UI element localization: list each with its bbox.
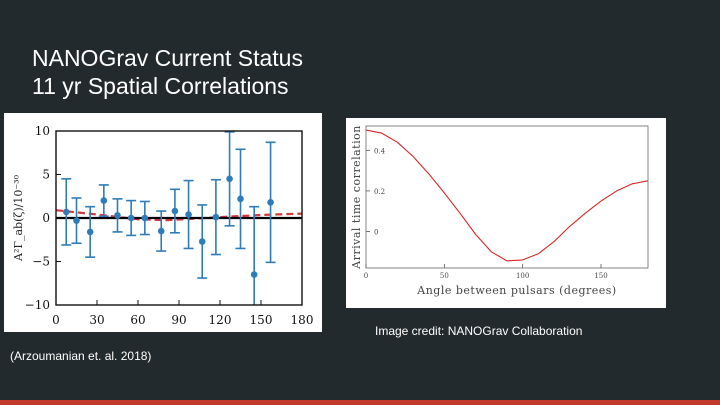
x-tick-label: 150: [250, 313, 273, 327]
hellings-downs-panel: Arrival time correlation Angle between pu…: [346, 118, 666, 308]
image-credit: Image credit: NANOGrav Collaboration: [375, 324, 583, 338]
y-tick-label: −10: [25, 298, 50, 312]
data-point: [127, 214, 135, 222]
slide-title-line-2: 11 yr Spatial Correlations: [32, 73, 289, 99]
y-axis-label: A²Γ_ab(ζ)/10⁻³⁰: [12, 174, 25, 262]
model-curve-dashed: [56, 209, 302, 222]
y-tick-label: 0: [42, 211, 50, 225]
x-tick-label: 180: [291, 313, 314, 327]
x-tick-label: 100: [516, 272, 529, 280]
y-axis-label: Arrival time correlation: [350, 125, 363, 270]
data-point: [226, 175, 233, 183]
y-tick-label: 0.4: [374, 147, 386, 155]
citation: (Arzoumanian et. al. 2018): [10, 349, 152, 363]
data-point: [237, 195, 244, 203]
data-point: [157, 227, 165, 235]
data-point: [198, 238, 206, 245]
data-point: [171, 207, 179, 215]
y-tick-label: 10: [35, 124, 50, 138]
x-axis-label: Angle between pulsars (degrees): [416, 284, 616, 297]
data-point: [100, 197, 108, 204]
x-tick-label: 0: [364, 272, 368, 280]
x-tick-label: 0: [52, 313, 60, 327]
data-point: [185, 211, 192, 218]
hellings-downs-plot: Arrival time correlation Angle between pu…: [350, 125, 649, 297]
accent-bar: [0, 400, 720, 405]
data-point: [73, 217, 80, 224]
plot-frame: [55, 130, 303, 306]
y-tick-label: −5: [32, 255, 50, 269]
data-point: [250, 271, 258, 278]
plot-frame: [365, 125, 649, 269]
data-point: [212, 213, 220, 221]
data-point: [62, 208, 70, 216]
x-tick-label: 50: [440, 272, 449, 280]
y-tick-label: 5: [42, 168, 50, 182]
x-tick-label: 90: [171, 313, 186, 327]
y-tick-label: 0.2: [374, 188, 385, 196]
plot-area: [56, 131, 302, 305]
x-tick-label: 60: [130, 313, 145, 327]
x-tick-label: 120: [209, 313, 232, 327]
hellings-downs-curve: [365, 129, 649, 262]
x-tick-label: 150: [594, 272, 607, 280]
slide-title: NANOGrav Current Status 11 yr Spatial Co…: [32, 44, 303, 100]
correlation-plot-panel: A²Γ_ab(ζ)/10⁻³⁰ 10 5 0 −5 −10 0 30 60 90 120 150 180: [4, 113, 322, 332]
data-point: [267, 199, 274, 206]
data-point: [86, 228, 94, 236]
slide-title-line-1: NANOGrav Current Status: [32, 45, 303, 71]
data-point: [141, 214, 149, 222]
x-tick-label: 30: [89, 313, 104, 327]
y-tick-label: 0: [374, 228, 378, 236]
data-point: [114, 212, 121, 219]
